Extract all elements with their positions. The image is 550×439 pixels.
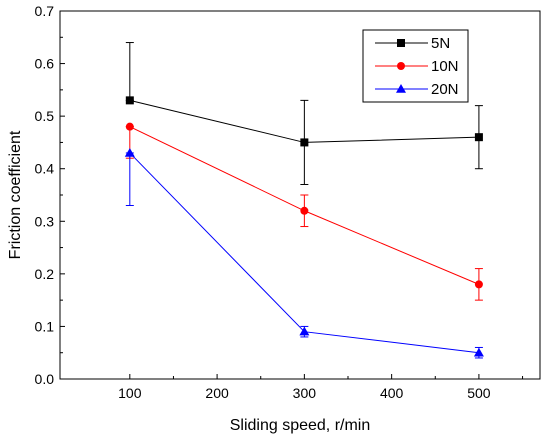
legend-label: 5N bbox=[431, 35, 450, 52]
legend-label: 20N bbox=[431, 81, 459, 98]
data-point bbox=[474, 133, 483, 142]
plot-area: 100 200 300 400 500 0.0 0.1 0.2 0.3 0.4 0.5 0.6 0.7 bbox=[35, 3, 541, 401]
y-tick-label: 0.2 bbox=[35, 266, 55, 282]
x-axis-title: Sliding speed, r/min bbox=[230, 417, 371, 434]
legend-marker bbox=[397, 39, 405, 47]
data-point bbox=[474, 280, 483, 289]
series-5N bbox=[125, 42, 483, 185]
data-point bbox=[473, 347, 484, 357]
legend-marker bbox=[397, 62, 405, 70]
x-tick-label: 100 bbox=[118, 385, 142, 401]
y-tick-label: 0.5 bbox=[35, 108, 55, 124]
y-tick-label: 0.4 bbox=[35, 161, 55, 177]
y-tick-label: 0.0 bbox=[35, 371, 55, 387]
legend-marker bbox=[396, 84, 406, 93]
x-tick-label: 400 bbox=[380, 385, 404, 401]
y-axis-title: Friction coefficient bbox=[7, 130, 24, 259]
legend-item-20N: 20N bbox=[375, 81, 459, 98]
x-tick-label: 200 bbox=[205, 385, 229, 401]
data-point bbox=[300, 138, 309, 147]
legend-item-5N: 5N bbox=[375, 35, 450, 52]
data-point bbox=[124, 147, 135, 157]
y-tick-label: 0.7 bbox=[35, 3, 55, 19]
y-tick-label: 0.6 bbox=[35, 56, 55, 72]
data-point bbox=[300, 206, 309, 215]
y-tick-label: 0.1 bbox=[35, 318, 55, 334]
series-20N bbox=[124, 147, 484, 359]
data-point bbox=[125, 96, 134, 105]
data-point bbox=[299, 326, 310, 336]
x-tick-label: 300 bbox=[293, 385, 317, 401]
data-point bbox=[125, 122, 134, 131]
x-tick-label: 500 bbox=[467, 385, 491, 401]
legend-item-10N: 10N bbox=[375, 58, 459, 75]
legend-label: 10N bbox=[431, 58, 459, 75]
legend: 5N 10N 20N bbox=[362, 29, 469, 103]
y-tick-label: 0.3 bbox=[35, 213, 55, 229]
